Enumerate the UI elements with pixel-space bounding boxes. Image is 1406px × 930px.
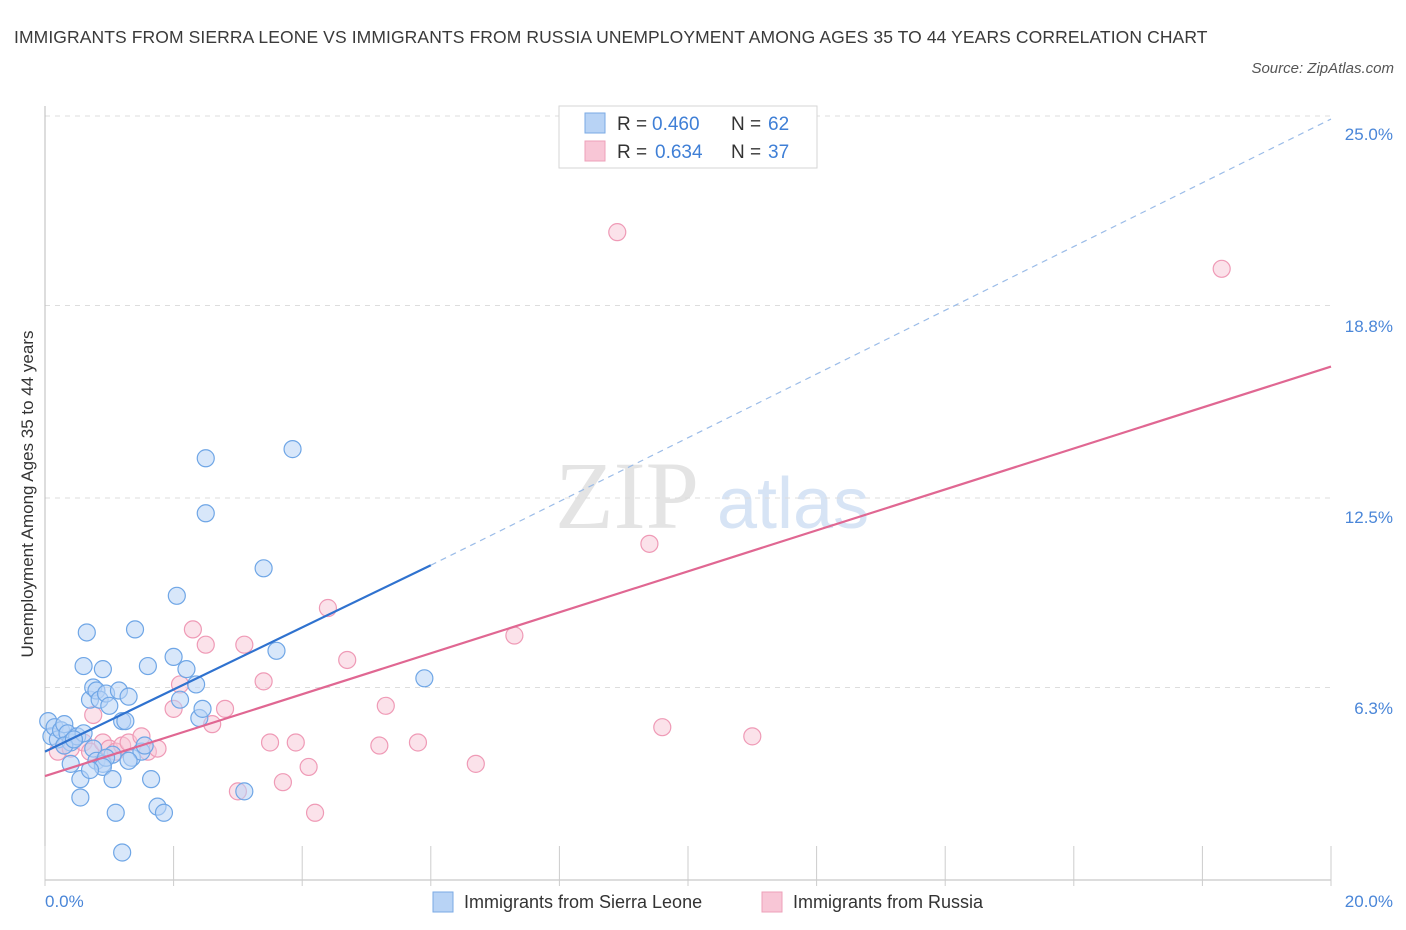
legend-r-label-1: R = <box>617 114 647 135</box>
point-russia-17 <box>196 635 215 654</box>
point-sierra-leone-55 <box>267 641 286 660</box>
point-sierra-leone-23 <box>100 696 119 715</box>
point-sierra-leone-52 <box>196 504 215 523</box>
point-russia-5 <box>84 705 103 725</box>
point-russia-35 <box>608 223 627 242</box>
x-tick-label-min: 0.0% <box>45 892 84 911</box>
trend-lines <box>44 118 1332 778</box>
bottom-legend-label-russia: Immigrants from Russia <box>793 892 984 912</box>
point-sierra-leone-35 <box>119 687 138 706</box>
watermark-atlas: atlas <box>717 464 869 544</box>
correlation-legend: R = 0.460 N = 62 R = 0.634 N = 37 <box>558 105 818 169</box>
point-sierra-leone-57 <box>415 669 434 688</box>
point-sierra-leone-60 <box>119 751 138 770</box>
legend-n-value-1: 62 <box>768 114 789 135</box>
point-russia-30 <box>370 736 389 755</box>
point-sierra-leone-51 <box>196 449 215 468</box>
trend-line-sierra-leone-extension <box>430 118 1332 566</box>
point-russia-36 <box>640 534 659 553</box>
point-sierra-leone-13 <box>71 788 90 807</box>
point-sierra-leone-53 <box>235 782 254 801</box>
y-axis-title: Unemployment Among Ages 35 to 44 years <box>18 331 37 658</box>
point-sierra-leone-41 <box>141 770 161 789</box>
point-sierra-leone-56 <box>283 440 302 459</box>
point-sierra-leone-37 <box>125 620 145 639</box>
grid <box>45 115 1331 688</box>
point-sierra-leone-44 <box>164 647 183 667</box>
point-sierra-leone-43 <box>154 803 174 822</box>
point-sierra-leone-45 <box>167 586 186 605</box>
point-sierra-leone-16 <box>77 623 96 642</box>
legend-n-label-2: N = <box>731 142 761 163</box>
trend-line-sierra-leone <box>44 564 432 753</box>
point-sierra-leone-39 <box>135 736 154 755</box>
legend-r-label-2: R = <box>617 142 647 163</box>
point-sierra-leone-15 <box>74 656 93 676</box>
series-legend: Immigrants from Sierra Leone Immigrants … <box>432 891 984 913</box>
point-sierra-leone-21 <box>93 660 112 679</box>
legend-r-value-1: 0.460 <box>652 114 700 135</box>
legend-swatch-sierra-leone <box>584 112 606 134</box>
y-tick-label-25-0: 25.0% <box>1345 125 1393 144</box>
legend-n-label-1: N = <box>731 114 761 135</box>
point-sierra-leone-47 <box>177 660 196 679</box>
legend-n-value-2: 37 <box>768 142 789 163</box>
point-russia-26 <box>299 757 318 777</box>
point-russia-31 <box>376 696 395 715</box>
point-russia-38 <box>743 727 762 746</box>
point-russia-37 <box>653 718 672 737</box>
point-russia-27 <box>305 803 325 822</box>
axes <box>44 106 1332 886</box>
chart-title: IMMIGRANTS FROM SIERRA LEONE VS IMMIGRAN… <box>14 27 1208 47</box>
point-sierra-leone-50 <box>193 699 212 718</box>
point-russia-16 <box>183 620 202 639</box>
point-russia-24 <box>273 773 293 792</box>
point-russia-32 <box>408 733 428 752</box>
point-russia-21 <box>235 635 254 654</box>
point-sierra-leone-40 <box>138 656 157 676</box>
point-russia-33 <box>466 754 485 773</box>
legend-r-value-2: 0.634 <box>655 142 703 163</box>
bottom-legend-label-sierra-leone: Immigrants from Sierra Leone <box>464 892 702 912</box>
point-sierra-leone-58 <box>113 843 132 862</box>
bottom-legend-swatch-russia <box>761 891 783 913</box>
point-sierra-leone-31 <box>106 803 125 822</box>
point-russia-29 <box>338 650 357 670</box>
y-tick-label-12-5: 12.5% <box>1345 508 1393 527</box>
trend-line-russia <box>44 365 1332 778</box>
bottom-legend-swatch-sierra-leone <box>432 891 454 913</box>
point-russia-19 <box>215 699 235 718</box>
point-russia-25 <box>286 733 305 752</box>
point-russia-22 <box>254 672 273 691</box>
y-tick-label-6-3: 6.3% <box>1354 699 1393 718</box>
point-russia-23 <box>260 733 280 752</box>
point-sierra-leone-46 <box>170 690 190 709</box>
legend-swatch-russia <box>584 140 606 162</box>
x-tick-label-max: 20.0% <box>1345 892 1393 911</box>
watermark-zip: ZIP <box>555 442 699 549</box>
y-tick-label-18-8: 18.8% <box>1345 317 1393 336</box>
point-sierra-leone-30 <box>103 770 122 789</box>
point-russia-39 <box>1212 259 1231 278</box>
source-label: Source: ZipAtlas.com <box>1251 60 1394 77</box>
point-sierra-leone-54 <box>254 559 273 578</box>
